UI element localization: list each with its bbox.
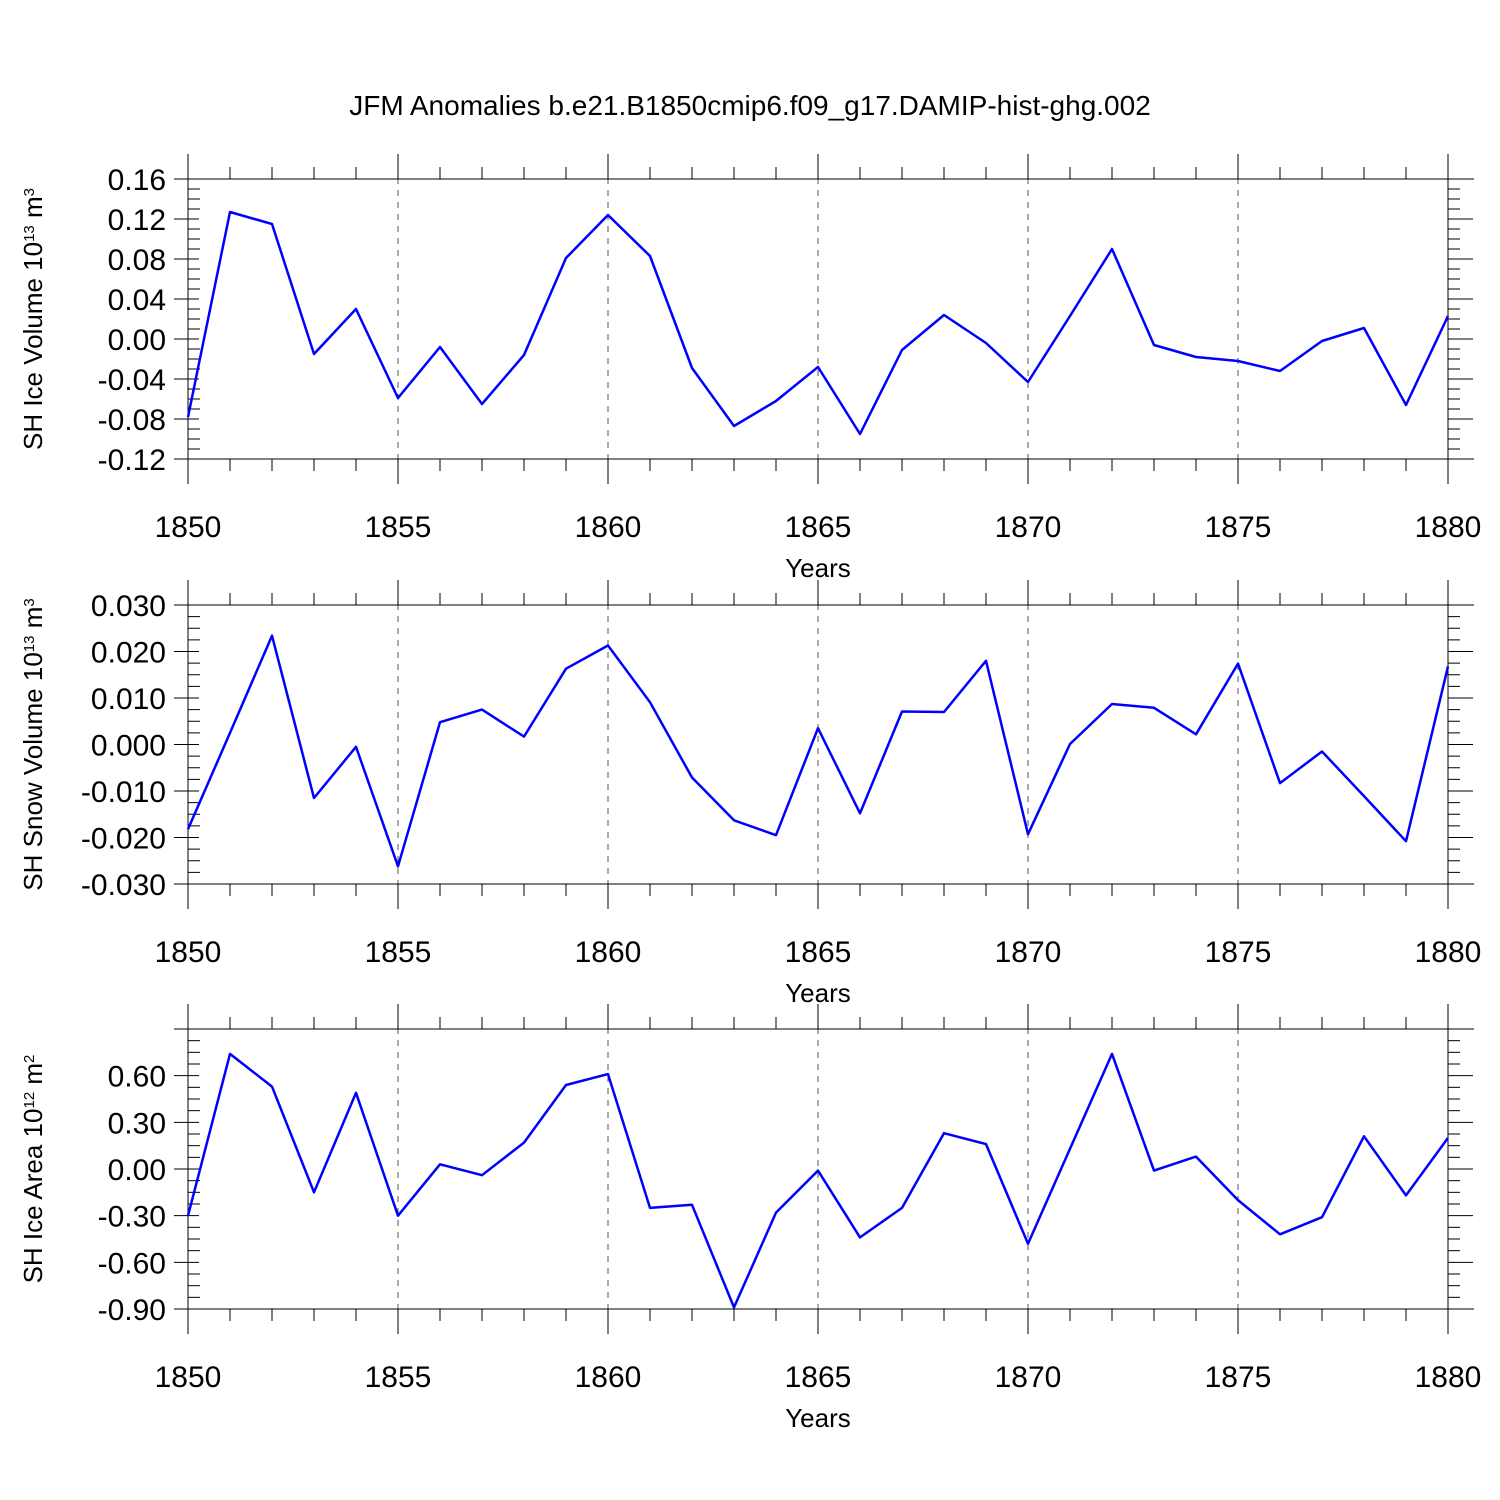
y-tick-label: 0.04	[108, 284, 166, 317]
x-tick-label: 1865	[785, 1361, 852, 1394]
y-tick-label: 0.020	[91, 637, 166, 670]
y-tick-label: 0.08	[108, 244, 166, 277]
y-tick-label: 0.00	[108, 1154, 166, 1187]
y-axis-label: SH Ice Volume 1013 m3	[18, 188, 48, 450]
x-tick-label: 1860	[575, 936, 642, 969]
x-tick-label: 1855	[365, 936, 432, 969]
x-tick-label: 1880	[1415, 1361, 1482, 1394]
x-tick-label: 1850	[155, 936, 222, 969]
x-axis-label: Years	[785, 978, 851, 1008]
y-axis-label-ylabel-unit-name: m	[18, 607, 48, 636]
y-axis-label-ylabel-unit-exp: 13	[21, 636, 38, 653]
y-axis-label-ylabel-unit-name: m	[18, 1063, 48, 1092]
y-axis-label-ylabel-unit-base: 10	[18, 242, 48, 271]
x-tick-label: 1875	[1205, 1361, 1272, 1394]
y-axis-label-ylabel-unit-name: m	[18, 196, 48, 225]
y-tick-label: -0.12	[98, 444, 166, 477]
y-tick-label: 0.30	[108, 1107, 166, 1140]
y-tick-label: 0.16	[108, 164, 166, 197]
y-axis-label-ylabel-unit-exp: 12	[21, 1092, 38, 1109]
y-tick-label: -0.010	[81, 776, 166, 809]
y-tick-label: 0.010	[91, 683, 166, 716]
y-tick-label: -0.030	[81, 869, 166, 902]
x-tick-label: 1870	[995, 1361, 1062, 1394]
y-tick-label: -0.60	[98, 1247, 166, 1280]
y-axis-label: SH Snow Volume 1013 m3	[18, 598, 48, 890]
x-tick-label: 1850	[155, 1361, 222, 1394]
panel-ice-area: -0.90 -0.60 -0.30 0.00 0.30 0.60 1850 1855 1860 1…	[18, 1004, 1481, 1433]
series-line	[186, 1052, 1450, 1309]
x-axis-label: Years	[785, 1403, 851, 1433]
panel-ice-volume: -0.12 -0.08 -0.04 0.00 0.04 0.08 0.12 0.16 1850 1…	[18, 154, 1481, 583]
y-axis-label-ylabel: SH Ice Area	[18, 1137, 48, 1283]
y-axis-label-ylabel-unit-exp: 13	[21, 225, 38, 242]
y-tick-label: 0.000	[91, 730, 166, 763]
y-axis-label-ylabel-unit-base: 10	[18, 1109, 48, 1138]
x-tick-label: 1855	[365, 511, 432, 544]
y-tick-label: 0.00	[108, 324, 166, 357]
y-axis-label-ylabel-unit-name-exp: 3	[21, 598, 38, 606]
y-tick-label: -0.30	[98, 1201, 166, 1234]
x-axis-label: Years	[785, 553, 851, 583]
x-tick-label: 1860	[575, 511, 642, 544]
x-tick-label: 1880	[1415, 936, 1482, 969]
y-tick-label: -0.90	[98, 1294, 166, 1327]
x-tick-label: 1865	[785, 936, 852, 969]
x-tick-label: 1855	[365, 1361, 432, 1394]
x-tick-label: 1870	[995, 936, 1062, 969]
y-axis-label: SH Ice Area 1012 m2	[18, 1055, 48, 1284]
figure-title: JFM Anomalies b.e21.B1850cmip6.f09_g17.D…	[349, 90, 1151, 121]
x-tick-label: 1860	[575, 1361, 642, 1394]
y-axis-label-ylabel-unit-base: 10	[18, 652, 48, 681]
x-tick-label: 1875	[1205, 936, 1272, 969]
y-tick-label: -0.020	[81, 823, 166, 856]
x-tick-label: 1880	[1415, 511, 1482, 544]
x-tick-label: 1850	[155, 511, 222, 544]
y-tick-label: -0.04	[98, 364, 166, 397]
x-tick-label: 1865	[785, 511, 852, 544]
x-tick-label: 1875	[1205, 511, 1272, 544]
y-axis-label-ylabel-unit-name-exp: 3	[21, 188, 38, 196]
y-axis-label-ylabel: SH Ice Volume	[18, 271, 48, 450]
y-axis-label-ylabel: SH Snow Volume	[18, 681, 48, 891]
y-tick-label: -0.08	[98, 404, 166, 437]
x-tick-label: 1870	[995, 511, 1062, 544]
panel-snow-volume: -0.030 -0.020 -0.010 0.000 0.010 0.020 0.030 18…	[18, 580, 1481, 1008]
y-tick-label: 0.12	[108, 204, 166, 237]
y-tick-label: 0.60	[108, 1061, 166, 1094]
y-axis-label-ylabel-unit-name-exp: 2	[21, 1055, 38, 1063]
y-tick-label: 0.030	[91, 590, 166, 623]
